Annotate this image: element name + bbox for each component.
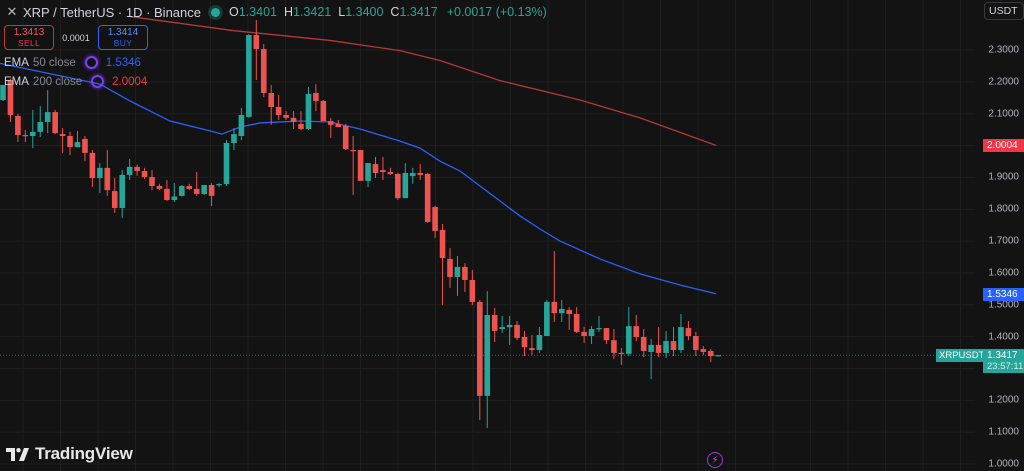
last-price-value: 1.3417	[987, 350, 1018, 361]
chart-grid	[0, 0, 975, 471]
price-axis-label: 1.6000	[988, 267, 1019, 279]
close-icon[interactable]: ✕	[6, 4, 18, 19]
indicator-ema-200[interactable]: EMA 200 close 2.0004	[4, 75, 147, 88]
close-value: 1.3417	[399, 5, 438, 19]
price-chart[interactable]	[0, 0, 975, 471]
trade-panel: 1.3413 SELL 0.0001 1.3414 BUY	[4, 25, 148, 50]
ema-50-line	[0, 62, 717, 295]
last-price-tag: 1.3417 23:57:11	[983, 349, 1024, 373]
ohlc-values: O1.3401 H1.3421 L1.3400 C1.3417 +0.0017 …	[229, 5, 547, 19]
sell-label: SELL	[18, 37, 40, 48]
symbol-title[interactable]: XRP / TetherUS · 1D · Binance	[23, 4, 201, 20]
currency-label: USDT	[989, 5, 1018, 17]
tradingview-logo[interactable]: TradingView	[6, 444, 133, 464]
buy-button[interactable]: 1.3414 BUY	[98, 25, 148, 50]
price-axis-label: 1.4000	[988, 331, 1019, 343]
sync-icon	[91, 75, 105, 88]
price-axis-label: 2.3000	[988, 44, 1019, 56]
logo-text: TradingView	[35, 444, 133, 463]
indicator-value: 2.0004	[112, 75, 148, 88]
ema-50-price-tag: 1.5346	[983, 288, 1024, 301]
price-axis-label: 1.2000	[988, 394, 1019, 406]
price-axis-label: 1.8000	[988, 203, 1019, 215]
price-change: +0.0017 (+0.13%)	[446, 5, 547, 19]
currency-selector[interactable]: USDT	[984, 2, 1024, 20]
indicator-name: EMA	[4, 75, 29, 88]
indicator-ema-50[interactable]: EMA 50 close 1.5346	[4, 56, 141, 69]
sell-price: 1.3413	[13, 26, 45, 38]
tradingview-logo-icon	[6, 447, 29, 461]
price-axis-label: 2.2000	[988, 76, 1019, 88]
ema-200-price-tag: 2.0004	[983, 139, 1024, 152]
open-label: O	[229, 5, 239, 19]
price-axis-label: 1.9000	[988, 171, 1019, 183]
open-value: 1.3401	[238, 5, 277, 19]
symbol-header: ✕ XRP / TetherUS · 1D · Binance O1.3401 …	[4, 3, 547, 21]
spread-value: 0.0001	[62, 32, 90, 43]
symbol-price-tag: XRPUSDT	[936, 349, 988, 362]
price-axis-label: 1.1000	[988, 426, 1019, 438]
buy-label: BUY	[113, 37, 133, 48]
indicator-params: 200 close	[32, 75, 83, 88]
indicator-params: 50 close	[32, 56, 76, 69]
price-axis-label: 1.7000	[988, 235, 1019, 247]
sync-icon	[84, 56, 98, 69]
high-label: H	[283, 5, 293, 19]
high-value: 1.3421	[293, 5, 332, 19]
candlestick-series	[0, 20, 721, 429]
close-label: C	[390, 5, 400, 19]
price-axis-label: 1.5000	[988, 299, 1019, 311]
market-status-dot-icon	[211, 7, 220, 17]
ema-200-line	[129, 15, 717, 147]
indicator-name: EMA	[4, 56, 29, 69]
low-value: 1.3400	[345, 5, 384, 19]
price-axis-label: 1.0000	[988, 458, 1019, 470]
price-axis[interactable]: 2.3000 2.2000 2.1000 1.9000 1.8000 1.7000 1.60…	[975, 0, 1024, 471]
low-label: L	[338, 5, 346, 19]
ema-200-tag-value: 2.0004	[987, 140, 1018, 151]
bar-countdown: 23:57:11	[987, 361, 1024, 372]
lightning-icon[interactable]: ⚡	[707, 452, 723, 468]
sell-button[interactable]: 1.3413 SELL	[4, 25, 54, 50]
ema-50-tag-value: 1.5346	[987, 289, 1018, 300]
buy-price: 1.3414	[107, 26, 139, 38]
price-axis-label: 2.1000	[988, 108, 1019, 120]
symbol-tag-label: XRPUSDT	[939, 350, 985, 361]
indicator-value: 1.5346	[105, 56, 141, 69]
